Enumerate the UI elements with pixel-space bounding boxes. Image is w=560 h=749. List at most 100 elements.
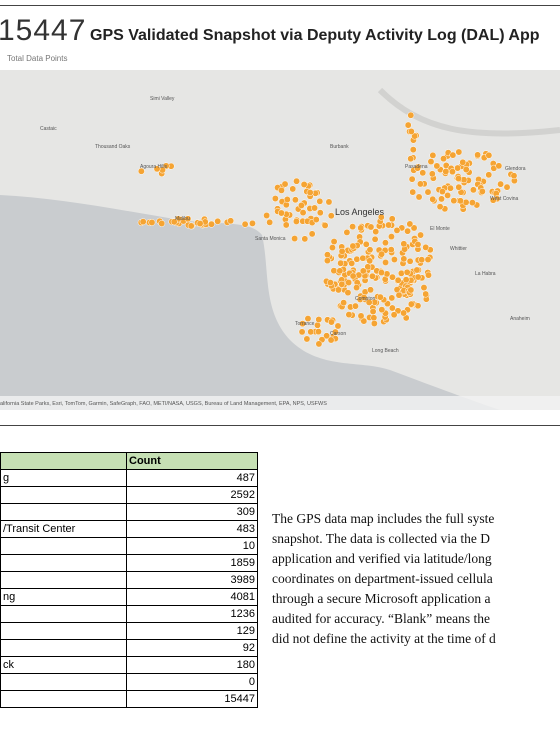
location-dot	[427, 158, 435, 166]
location-dot	[349, 223, 357, 231]
location-dot	[148, 219, 156, 226]
location-dot	[438, 195, 445, 203]
table-row: 1859	[0, 554, 258, 572]
map: Los Angeles Long Beach Burbank Pasadena Torr…	[0, 70, 560, 410]
location-dot	[404, 227, 412, 235]
location-dot	[365, 298, 373, 306]
location-dot	[459, 158, 467, 166]
total-count: 15447	[0, 14, 87, 47]
location-dot	[388, 233, 395, 241]
location-dot	[414, 164, 422, 172]
map-label: West Covina	[490, 196, 518, 202]
location-dot	[455, 183, 463, 191]
location-dot	[314, 321, 321, 329]
location-dot	[299, 209, 307, 217]
location-dot	[495, 162, 503, 170]
location-dot	[429, 195, 437, 203]
location-dot	[292, 217, 300, 225]
row-label	[0, 673, 127, 691]
location-dot	[400, 240, 408, 248]
location-dot	[249, 219, 256, 227]
location-dot	[407, 127, 415, 135]
location-dot	[376, 293, 384, 301]
location-dot	[388, 215, 396, 223]
location-dot	[303, 335, 311, 343]
location-dot	[306, 189, 314, 196]
location-dot	[338, 247, 346, 255]
location-dot	[510, 172, 518, 180]
location-dot	[416, 180, 424, 188]
paragraph-line: application and verified via latitude/lo…	[272, 551, 492, 566]
map-label: Pasadena	[405, 164, 428, 170]
location-dot	[449, 151, 457, 159]
location-dot	[381, 239, 389, 247]
location-dot	[503, 183, 511, 191]
location-dot	[438, 188, 446, 196]
location-dot	[304, 315, 312, 323]
location-dot	[214, 217, 222, 225]
row-label: ng	[0, 588, 127, 606]
row-count: 3989	[126, 571, 258, 589]
location-dot	[315, 340, 323, 348]
location-dot	[348, 259, 356, 267]
row-label	[0, 690, 127, 708]
location-dot	[311, 204, 319, 212]
location-dot	[345, 279, 353, 286]
location-dot	[469, 186, 477, 194]
location-dot	[497, 180, 505, 188]
map-label: Los Angeles	[335, 207, 385, 217]
table-row: 15447	[0, 690, 258, 708]
location-dot	[408, 175, 416, 183]
location-dot	[455, 148, 463, 156]
mid-rule	[0, 425, 560, 426]
map-label: Torrance	[295, 321, 315, 327]
location-dot	[367, 286, 374, 294]
row-label	[0, 571, 127, 589]
location-dot	[359, 254, 367, 262]
location-dot	[335, 286, 342, 294]
location-dot	[281, 180, 289, 188]
location-dot	[357, 224, 365, 232]
location-dot	[402, 276, 410, 284]
subtitle: Total Data Points	[7, 54, 68, 63]
table-row: g 487	[0, 469, 258, 487]
map-label: El Monte	[430, 226, 450, 232]
row-count: 2592	[126, 486, 258, 504]
location-dot	[407, 300, 415, 308]
location-dot	[343, 228, 351, 236]
location-dot	[353, 284, 361, 292]
location-dot	[417, 231, 425, 239]
map-label: Thousand Oaks	[95, 144, 131, 150]
row-count: 92	[126, 639, 258, 657]
location-dot	[263, 212, 271, 219]
map-label: Agoura Hills	[140, 164, 167, 170]
location-dot	[390, 311, 398, 319]
location-dot	[291, 196, 299, 204]
table-row: 3989	[0, 571, 258, 589]
location-dot	[455, 175, 463, 183]
location-dot	[425, 271, 432, 279]
location-dot	[419, 169, 427, 177]
row-count: 180	[126, 656, 258, 674]
location-dot	[362, 240, 370, 248]
location-dot	[266, 218, 274, 226]
location-dot	[377, 213, 385, 221]
paragraph: The GPS data map includes the full syste…	[272, 509, 496, 649]
location-dot	[314, 328, 322, 336]
table-row: 1236	[0, 605, 258, 623]
location-dot	[326, 279, 334, 287]
map-label: Carson	[330, 331, 346, 337]
row-count: 1859	[126, 554, 258, 572]
table: Count g 487 2592 309/Transit Center 483 10 1859…	[0, 452, 258, 708]
location-dot	[316, 197, 324, 205]
location-dot	[388, 304, 396, 312]
location-dot	[389, 273, 396, 281]
location-dot	[349, 272, 357, 280]
map-label: Castaic	[40, 126, 57, 132]
paragraph-line: audited for accuracy. “Blank” means the	[272, 611, 491, 626]
paragraph-line: through a secure Microsoft application a	[272, 591, 491, 606]
location-dot	[436, 203, 444, 211]
location-dot	[485, 151, 493, 159]
table-row: 92	[0, 639, 258, 657]
row-label	[0, 537, 127, 555]
